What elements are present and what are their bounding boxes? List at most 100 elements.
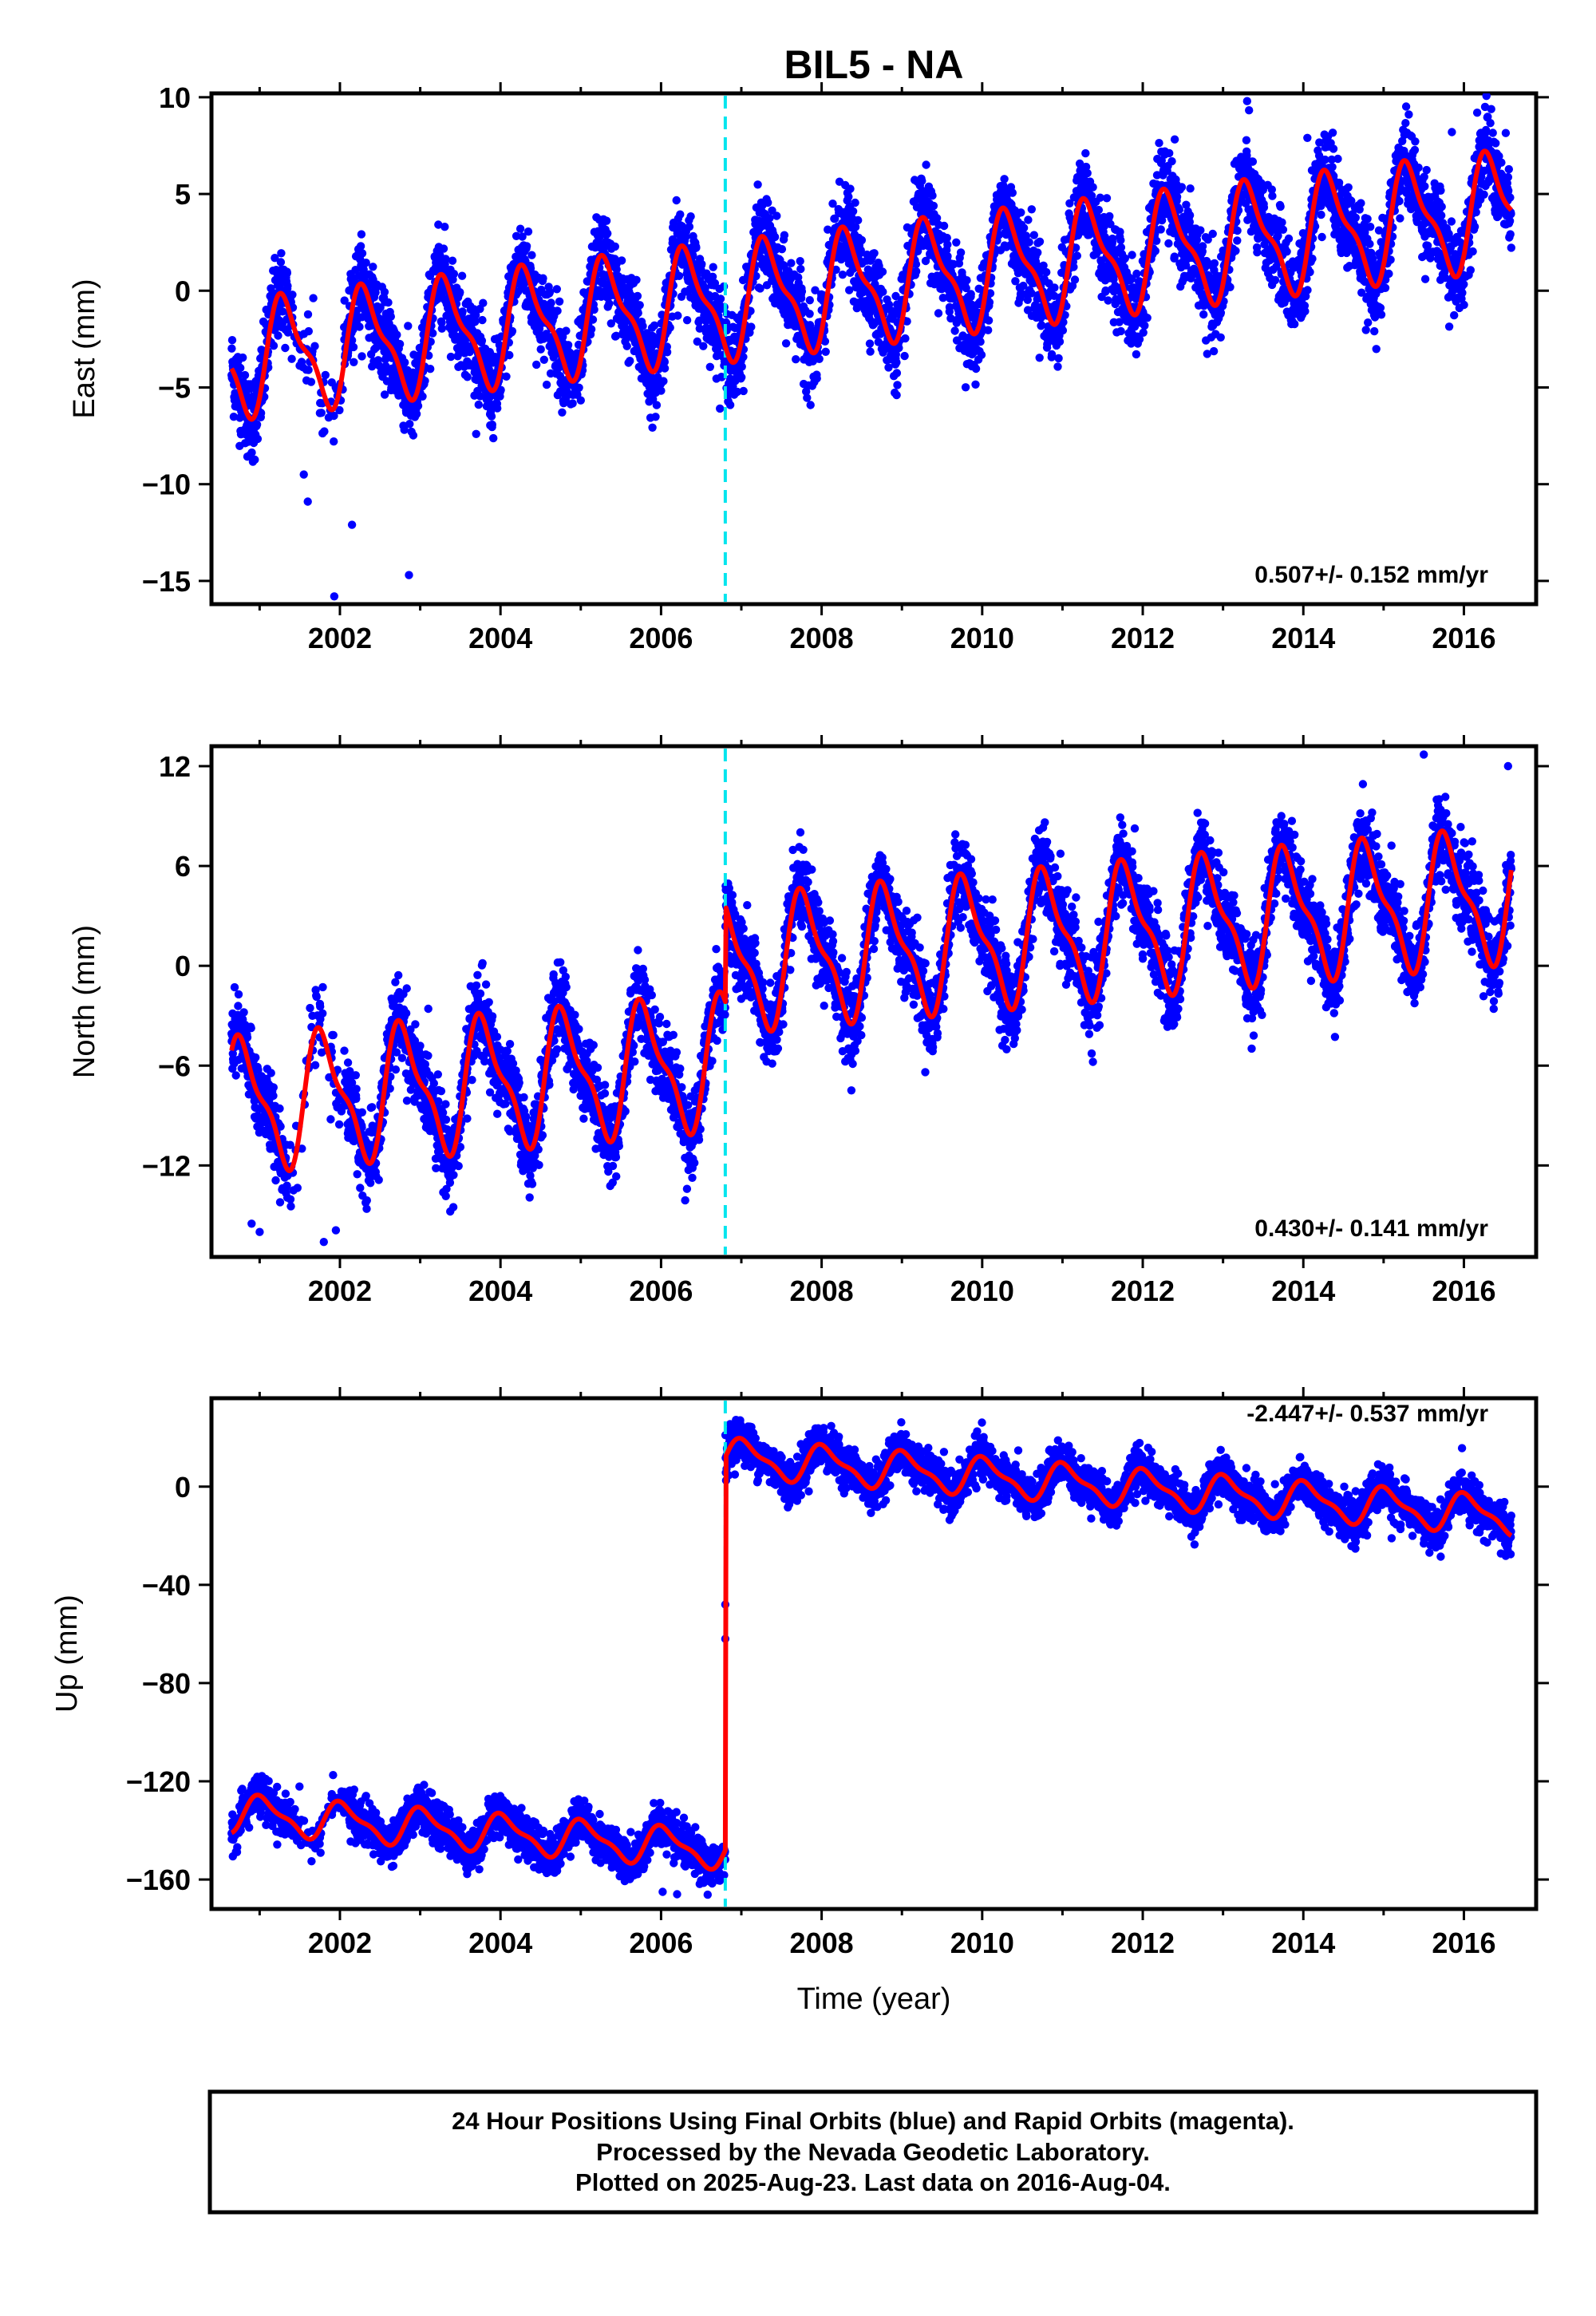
data-point xyxy=(271,254,279,263)
data-point xyxy=(797,287,807,296)
data-point xyxy=(971,364,981,373)
data-point xyxy=(1073,251,1082,260)
data-point xyxy=(725,401,735,409)
data-point xyxy=(787,259,796,267)
data-point xyxy=(434,220,443,229)
data-point xyxy=(1116,235,1125,245)
data-point xyxy=(984,316,994,325)
data-point xyxy=(283,282,292,290)
data-point xyxy=(1268,192,1277,200)
data-point xyxy=(1172,192,1182,201)
data-point xyxy=(588,315,598,324)
data-point xyxy=(857,235,867,245)
data-point xyxy=(737,362,746,371)
data-point xyxy=(478,315,487,325)
x-tick-label: 2008 xyxy=(790,622,854,654)
data-point xyxy=(1035,354,1044,362)
data-point xyxy=(753,180,762,189)
data-point xyxy=(320,427,329,436)
data-point xyxy=(950,326,959,335)
data-point xyxy=(251,455,259,464)
data-point xyxy=(439,244,448,253)
data-point xyxy=(803,393,812,402)
data-point xyxy=(685,222,694,231)
x-tick-label: 2002 xyxy=(308,622,372,654)
data-point xyxy=(1186,184,1195,193)
data-point xyxy=(252,420,262,429)
data-point xyxy=(523,227,533,236)
data-point xyxy=(472,429,480,438)
data-point xyxy=(1177,183,1187,192)
data-point xyxy=(522,242,531,251)
data-point xyxy=(401,358,409,367)
data-point xyxy=(516,224,525,233)
data-point xyxy=(386,312,395,321)
data-point xyxy=(1165,148,1174,158)
data-point xyxy=(617,256,626,265)
data-point xyxy=(1278,225,1288,234)
plot-frame xyxy=(209,91,1539,607)
data-point xyxy=(1209,346,1219,356)
data-point xyxy=(400,425,409,434)
data-point xyxy=(662,348,672,357)
data-point xyxy=(306,377,316,386)
data-point xyxy=(1027,205,1037,214)
data-point xyxy=(1248,157,1258,166)
data-point xyxy=(437,318,446,327)
data-point xyxy=(1054,354,1063,363)
data-point xyxy=(1196,226,1205,235)
data-point xyxy=(1024,215,1033,224)
data-point xyxy=(1270,275,1280,285)
data-point xyxy=(283,328,293,337)
data-point xyxy=(1276,202,1285,211)
data-point xyxy=(1170,252,1179,261)
data-point xyxy=(962,276,971,285)
x-tick-label: 2014 xyxy=(1271,622,1335,654)
data-point xyxy=(536,345,545,354)
data-point xyxy=(928,191,937,200)
data-point xyxy=(952,238,961,247)
data-point xyxy=(539,274,547,283)
data-point xyxy=(1116,326,1125,336)
data-point xyxy=(1008,188,1017,197)
data-point xyxy=(805,296,814,305)
data-point xyxy=(1139,328,1148,337)
data-point xyxy=(961,383,970,392)
data-point xyxy=(317,409,326,417)
data-point xyxy=(562,326,571,335)
data-point xyxy=(229,413,239,421)
data-point xyxy=(838,271,847,279)
data-point xyxy=(765,214,774,223)
data-point xyxy=(1042,267,1051,277)
data-point xyxy=(553,306,562,315)
data-point xyxy=(1116,227,1124,236)
data-point xyxy=(622,342,631,350)
data-point xyxy=(918,176,926,185)
data-point xyxy=(429,329,437,338)
data-point xyxy=(555,297,564,306)
data-point xyxy=(1334,178,1344,188)
data-point xyxy=(1081,148,1090,158)
data-point xyxy=(458,307,467,316)
data-point xyxy=(854,215,863,225)
data-point xyxy=(1175,205,1184,214)
data-point xyxy=(672,196,681,205)
data-point xyxy=(508,326,517,336)
data-point xyxy=(1226,283,1235,291)
data-point xyxy=(335,405,344,415)
data-point xyxy=(1094,205,1104,215)
data-point xyxy=(648,423,657,432)
data-point xyxy=(304,366,313,374)
data-point xyxy=(484,365,493,373)
data-point xyxy=(1019,223,1029,232)
data-point xyxy=(1050,283,1059,292)
data-point xyxy=(240,370,250,380)
data-point xyxy=(821,347,830,356)
data-point xyxy=(716,294,725,303)
data-point xyxy=(1242,136,1251,144)
data-point xyxy=(1185,211,1195,219)
data-point xyxy=(1156,225,1165,234)
data-point xyxy=(635,301,644,310)
data-point xyxy=(474,400,483,409)
data-point xyxy=(1053,362,1062,371)
